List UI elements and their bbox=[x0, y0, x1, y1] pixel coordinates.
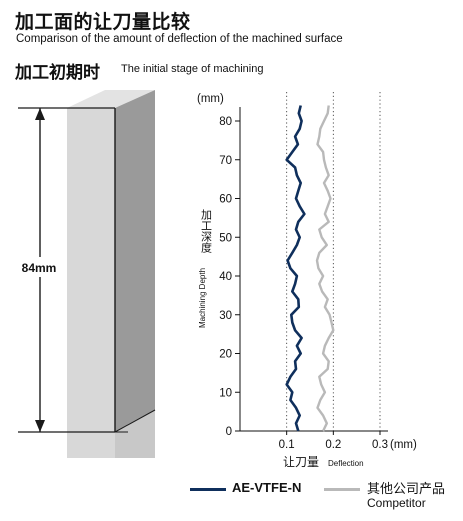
y-tick-label-50: 50 bbox=[219, 232, 232, 244]
legend-swatch-competitor bbox=[324, 488, 360, 491]
x-axis-title-cn: 让刀量 bbox=[283, 455, 319, 469]
y-tick-label-20: 20 bbox=[219, 349, 232, 361]
x-gridlines bbox=[286, 92, 381, 431]
y-tick-label-80: 80 bbox=[219, 116, 232, 128]
x-axis-ticks: 0.1 0.2 0.3 bbox=[279, 431, 388, 451]
page-title: 加工面的让刀量比较 bbox=[15, 11, 191, 33]
deflection-chart: (mm) 0 10 20 30 40 50 60 70 80 0.1 0.2 0.3 (mm) 加工… bbox=[197, 92, 417, 469]
dimension-label-bg bbox=[16, 257, 62, 277]
workpiece-step-face bbox=[115, 410, 155, 458]
series-line-ae-vtfe-n bbox=[285, 105, 306, 432]
y-tick-label-30: 30 bbox=[219, 310, 232, 322]
legend-swatch-ae-vtfe-n bbox=[190, 488, 226, 491]
y-tick-label-10: 10 bbox=[219, 387, 232, 399]
dimension-arrow-bottom bbox=[35, 420, 45, 432]
stage-title: 加工初期时 bbox=[15, 63, 100, 83]
y-unit-label: (mm) bbox=[197, 93, 224, 105]
dimension-arrow-top bbox=[35, 108, 45, 120]
legend-label-ae-vtfe-n: AE-VTFE-N bbox=[232, 480, 302, 495]
legend: AE-VTFE-N 其他公司产品 Competitor bbox=[190, 478, 460, 518]
y-axis-title-en: Machining Depth bbox=[198, 268, 207, 328]
dimension-label: 84mm bbox=[22, 261, 57, 275]
legend-label-competitor-en: Competitor bbox=[367, 496, 426, 510]
y-tick-label-70: 70 bbox=[219, 155, 232, 167]
y-tick-label-60: 60 bbox=[219, 194, 232, 206]
x-tick-label-0.3: 0.3 bbox=[372, 439, 388, 451]
workpiece-top-face bbox=[67, 90, 155, 108]
y-axis-ticks: 0 10 20 30 40 50 60 70 80 bbox=[219, 116, 240, 438]
page-subtitle: Comparison of the amount of deflection o… bbox=[16, 33, 343, 45]
y-axis-title-cn: 加工深度 bbox=[200, 209, 213, 254]
workpiece-step-edge bbox=[114, 409, 156, 433]
x-tick-label-0.1: 0.1 bbox=[279, 439, 295, 451]
workpiece-illustration: 84mm bbox=[16, 90, 156, 458]
x-tick-label-0.2: 0.2 bbox=[325, 439, 341, 451]
legend-label-competitor-cn: 其他公司产品 bbox=[367, 482, 446, 497]
x-unit-label: (mm) bbox=[390, 439, 417, 451]
y-tick-label-40: 40 bbox=[219, 271, 232, 283]
y-tick-label-0: 0 bbox=[226, 426, 232, 438]
series-group bbox=[285, 105, 335, 432]
series-line-competitor bbox=[315, 105, 335, 432]
x-axis-title-en: Deflection bbox=[328, 459, 364, 468]
workpiece-front-face bbox=[67, 108, 115, 458]
workpiece-side-face bbox=[115, 90, 155, 432]
stage-subtitle: The initial stage of machining bbox=[121, 63, 264, 75]
